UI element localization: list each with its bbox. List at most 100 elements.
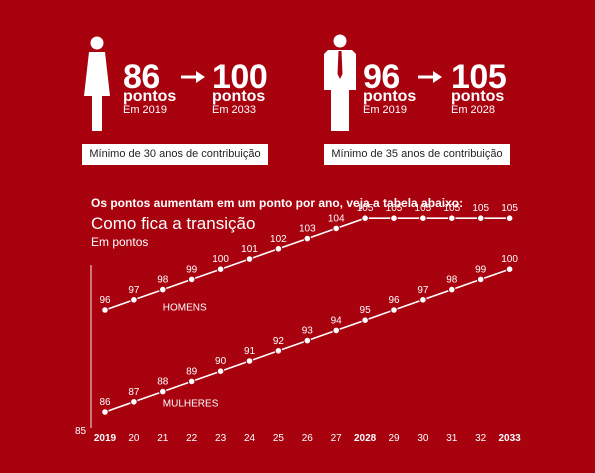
data-label: 98 — [446, 275, 458, 286]
data-label: 105 — [472, 203, 489, 214]
data-point — [245, 255, 254, 263]
x-tick-label: 23 — [215, 433, 227, 444]
data-label: 93 — [302, 326, 314, 337]
data-label: 100 — [212, 254, 229, 265]
x-tick-label: 27 — [331, 433, 343, 444]
data-point — [130, 296, 138, 304]
data-point — [505, 265, 514, 274]
data-label: 105 — [415, 203, 432, 214]
women-from-value: 86 — [123, 58, 160, 96]
data-label: 86 — [99, 397, 111, 408]
men-from-unit: pontos — [363, 88, 417, 105]
data-point — [303, 234, 312, 243]
data-point — [274, 245, 283, 253]
data-point — [448, 214, 456, 222]
data-point — [390, 214, 398, 222]
data-point — [332, 326, 341, 335]
data-label: 100 — [501, 254, 518, 265]
data-label: 96 — [99, 295, 111, 306]
data-point — [476, 214, 485, 222]
x-tick-label: 20 — [128, 433, 140, 444]
series-label-homens: HOMENS — [163, 303, 207, 314]
right-arrow-icon — [418, 71, 442, 83]
data-label: 105 — [386, 203, 403, 214]
chart-title: Como fica a transição — [91, 214, 256, 233]
x-tick-label: 2019 — [94, 433, 117, 444]
men-to-unit: pontos — [451, 88, 505, 105]
series-label-mulheres: MULHERES — [163, 399, 219, 410]
women-to-unit: pontos — [212, 88, 266, 105]
data-point — [332, 224, 341, 233]
data-point — [216, 265, 225, 274]
data-point — [303, 336, 312, 345]
data-label: 98 — [157, 275, 169, 286]
x-tick-label: 31 — [446, 433, 458, 444]
data-point — [216, 367, 225, 376]
women-requirement-badge: Mínimo de 30 anos de contribuição — [82, 144, 268, 165]
chart-subtitle: Em pontos — [91, 235, 149, 249]
data-label: 91 — [244, 346, 256, 357]
data-label: 102 — [270, 234, 287, 245]
data-point — [101, 408, 109, 416]
data-point — [187, 275, 196, 284]
data-point — [448, 285, 456, 294]
x-tick-label: 25 — [273, 433, 285, 444]
data-label: 90 — [215, 356, 227, 367]
data-label: 105 — [357, 203, 374, 214]
data-label: 87 — [128, 387, 140, 398]
data-label: 92 — [273, 336, 285, 347]
data-label: 89 — [186, 366, 198, 377]
data-label: 105 — [501, 203, 518, 214]
data-point — [274, 347, 283, 355]
women-to-year: Em 2033 — [212, 104, 257, 116]
x-tick-label: 29 — [388, 433, 400, 444]
data-label: 95 — [360, 305, 372, 316]
men-to-value: 105 — [451, 58, 507, 96]
data-point — [419, 296, 427, 304]
data-label: 88 — [157, 377, 169, 388]
data-point — [159, 387, 167, 396]
intro-text: Os pontos aumentam em um ponto por ano, … — [91, 196, 464, 210]
x-tick-label: 2028 — [354, 433, 377, 444]
data-point — [130, 398, 138, 406]
data-point — [101, 306, 109, 314]
data-label: 103 — [299, 224, 316, 235]
man-icon — [324, 34, 356, 131]
x-tick-label: 21 — [157, 433, 169, 444]
data-label: 101 — [241, 244, 258, 255]
men-from-value: 96 — [363, 58, 400, 96]
women-from-unit: pontos — [123, 88, 177, 105]
data-point — [361, 214, 369, 222]
woman-icon — [84, 36, 110, 131]
women-to-value: 100 — [212, 58, 268, 96]
data-label: 99 — [186, 264, 198, 275]
x-tick-label: 32 — [475, 433, 487, 444]
data-label: 97 — [417, 285, 429, 296]
women-from-year: Em 2019 — [123, 104, 168, 116]
data-label: 96 — [388, 295, 400, 306]
x-tick-label: 22 — [186, 433, 198, 444]
data-point — [419, 214, 427, 222]
x-tick-label: 30 — [417, 433, 429, 444]
x-tick-label: 24 — [244, 433, 256, 444]
data-point — [390, 306, 398, 314]
x-tick-label: 26 — [302, 433, 314, 444]
right-arrow-icon — [181, 71, 205, 83]
data-point — [505, 214, 514, 222]
data-label: 97 — [128, 285, 140, 296]
x-tick-label: 2033 — [498, 433, 521, 444]
data-label: 94 — [331, 315, 343, 326]
data-label: 104 — [328, 213, 345, 224]
data-point — [361, 316, 369, 325]
data-point — [476, 275, 485, 284]
men-from-year: Em 2019 — [363, 104, 408, 116]
data-point — [159, 285, 167, 294]
data-point — [245, 357, 254, 365]
data-point — [187, 377, 196, 386]
y-tick-label: 85 — [75, 426, 87, 437]
data-label: 105 — [443, 203, 460, 214]
data-label: 99 — [475, 264, 487, 275]
men-to-year: Em 2028 — [451, 104, 496, 116]
men-requirement-badge: Mínimo de 35 anos de contribuição — [324, 144, 510, 165]
